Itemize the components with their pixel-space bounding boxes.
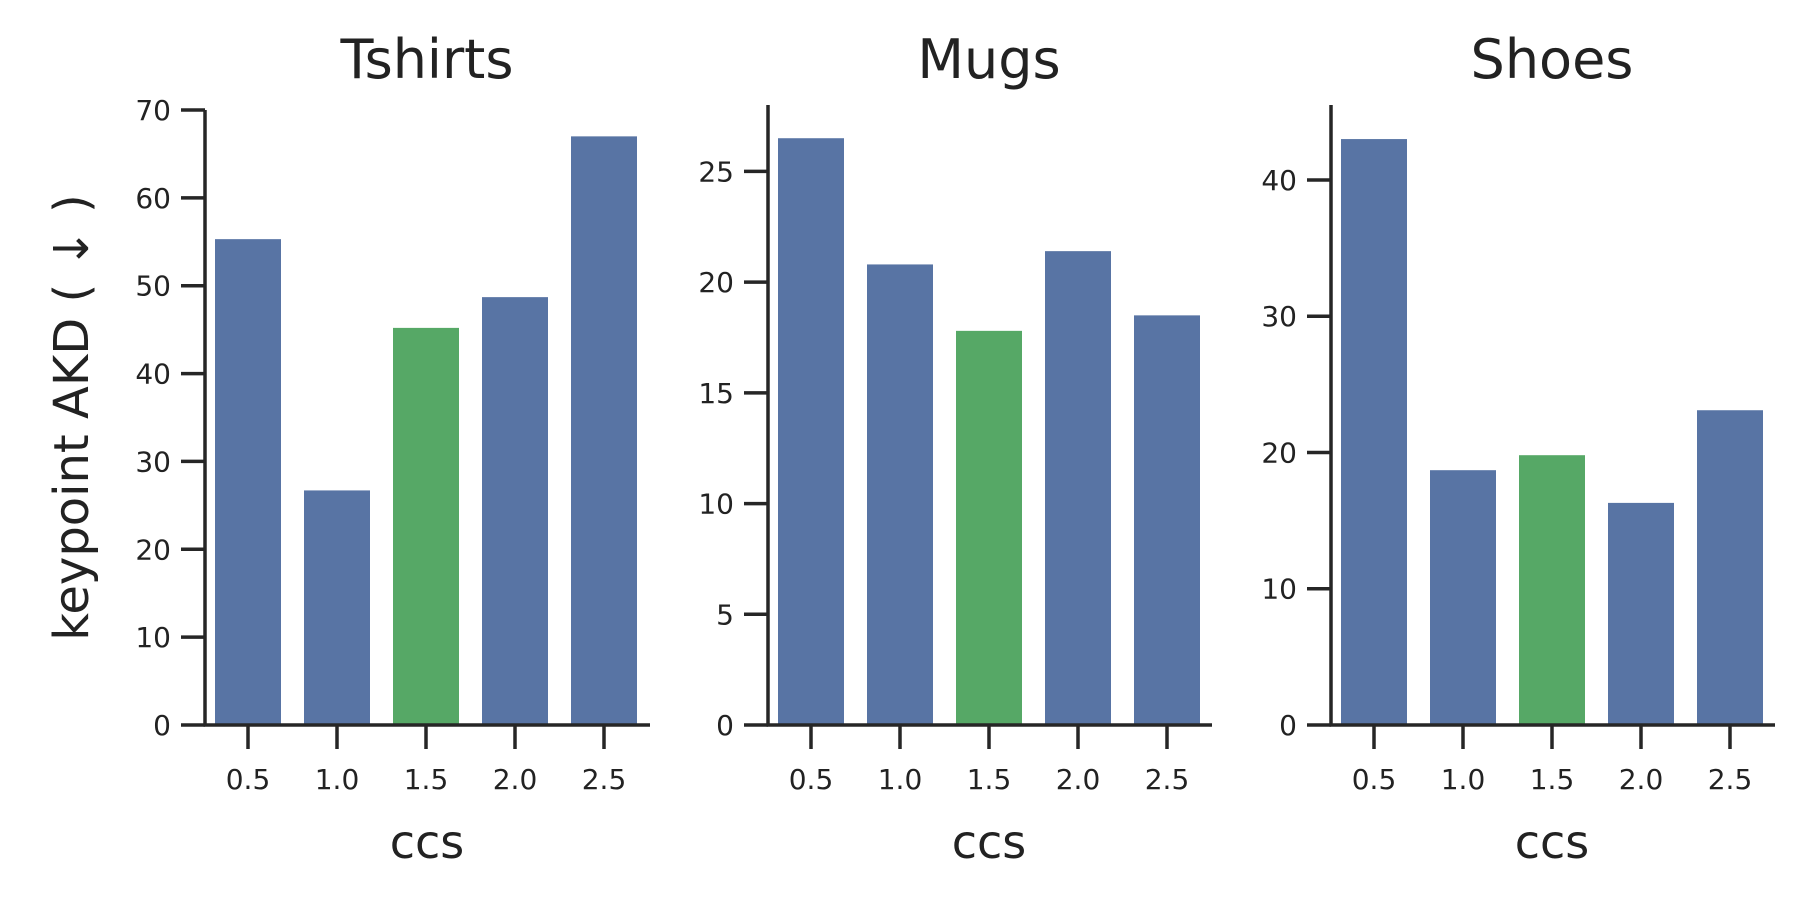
y-tick-label: 30 xyxy=(135,445,171,478)
y-tick-label: 10 xyxy=(698,488,734,521)
x-tick-label: 2.5 xyxy=(582,763,627,796)
y-tick-label: 10 xyxy=(135,621,171,654)
x-tick-label: 2.0 xyxy=(1619,763,1664,796)
x-axis-label: ccs xyxy=(390,815,465,869)
bar-shoes-1.5 xyxy=(1519,455,1585,725)
y-tick-label: 60 xyxy=(135,182,171,215)
x-tick-label: 2.5 xyxy=(1708,763,1753,796)
x-tick-label: 0.5 xyxy=(226,763,271,796)
bar-shoes-1.0 xyxy=(1430,470,1496,725)
y-tick-label: 25 xyxy=(698,155,734,188)
y-tick-label: 40 xyxy=(135,358,171,391)
y-tick-label: 10 xyxy=(1261,573,1297,606)
x-axis-label: ccs xyxy=(1515,815,1590,869)
bar-tshirts-2.5 xyxy=(571,136,637,725)
x-tick-label: 1.5 xyxy=(1530,763,1575,796)
bar-mugs-2.0 xyxy=(1045,251,1111,725)
bar-tshirts-2.0 xyxy=(482,297,548,725)
bar-mugs-1.5 xyxy=(956,330,1022,725)
bar-shoes-2.0 xyxy=(1608,502,1674,725)
panel-title: Shoes xyxy=(1471,28,1634,91)
bar-tshirts-1.0 xyxy=(304,490,370,725)
y-axis-label: keypoint AKD ( ↓ ) xyxy=(44,194,100,640)
x-tick-label: 1.5 xyxy=(404,763,449,796)
y-tick-label: 70 xyxy=(135,94,171,127)
y-tick-label: 0 xyxy=(1279,709,1297,742)
bar-mugs-2.5 xyxy=(1134,315,1200,725)
bar-tshirts-1.5 xyxy=(393,327,459,725)
x-tick-label: 2.0 xyxy=(1056,763,1101,796)
panel-title: Mugs xyxy=(917,28,1060,91)
x-tick-label: 1.0 xyxy=(878,763,923,796)
y-tick-label: 20 xyxy=(1261,436,1297,469)
bar-mugs-1.0 xyxy=(867,264,933,725)
y-tick-label: 20 xyxy=(698,266,734,299)
bar-tshirts-0.5 xyxy=(215,239,281,725)
x-tick-label: 1.5 xyxy=(967,763,1012,796)
y-tick-label: 0 xyxy=(153,709,171,742)
y-tick-label: 30 xyxy=(1261,300,1297,333)
x-axis-label: ccs xyxy=(952,815,1027,869)
y-tick-label: 20 xyxy=(135,533,171,566)
y-tick-label: 0 xyxy=(716,709,734,742)
x-tick-label: 1.0 xyxy=(315,763,360,796)
y-tick-label: 15 xyxy=(698,377,734,410)
bar-shoes-0.5 xyxy=(1341,139,1407,726)
x-tick-label: 2.5 xyxy=(1145,763,1190,796)
y-tick-label: 50 xyxy=(135,270,171,303)
y-tick-label: 40 xyxy=(1261,164,1297,197)
y-tick-label: 5 xyxy=(716,598,734,631)
x-tick-label: 0.5 xyxy=(789,763,834,796)
bar-mugs-0.5 xyxy=(778,138,844,725)
x-tick-label: 2.0 xyxy=(493,763,538,796)
x-tick-label: 0.5 xyxy=(1352,763,1397,796)
bar-shoes-2.5 xyxy=(1697,410,1763,725)
x-tick-label: 1.0 xyxy=(1441,763,1486,796)
panel-title: Tshirts xyxy=(340,28,514,91)
